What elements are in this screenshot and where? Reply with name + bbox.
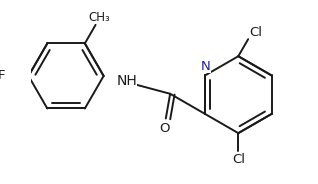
Text: N: N (201, 60, 211, 73)
Text: NH: NH (116, 74, 137, 88)
Text: Cl: Cl (249, 26, 262, 39)
Text: O: O (159, 122, 169, 135)
Text: Cl: Cl (233, 153, 246, 167)
Text: F: F (0, 70, 5, 82)
Text: CH₃: CH₃ (88, 11, 110, 24)
